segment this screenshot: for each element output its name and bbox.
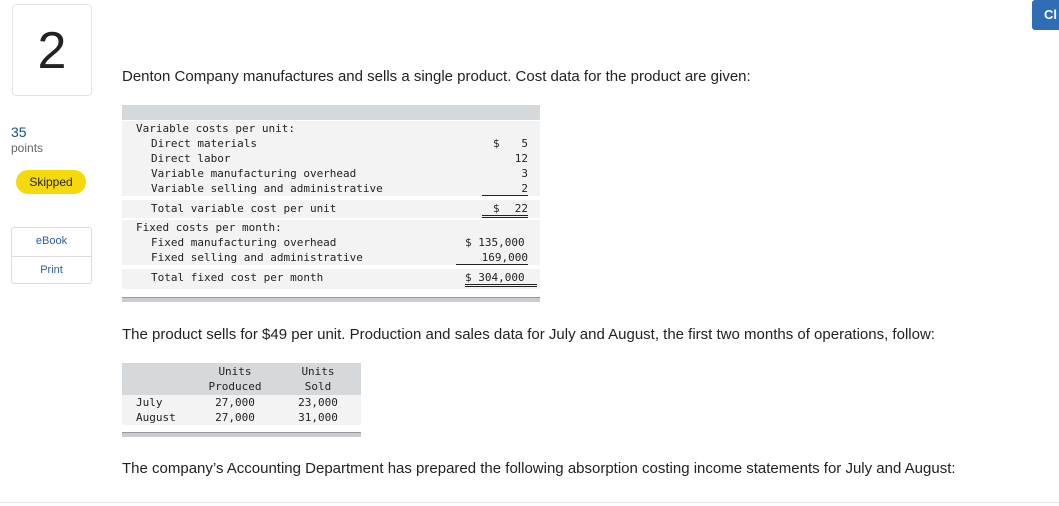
header-cell: Units <box>301 365 335 378</box>
cell: 27,000 <box>215 411 255 424</box>
cell: Total fixed cost per month <box>151 271 324 284</box>
points: 35 <box>11 124 27 140</box>
table-header: Units Produced Units Sold <box>122 363 361 395</box>
table-row: Fixed costs per month: <box>122 220 540 235</box>
cell: 27,000 <box>215 396 255 409</box>
table-row: Total fixed cost per month $ 304,000 <box>122 269 540 289</box>
intro-text: Denton Company manufactures and sells a … <box>122 68 751 85</box>
table-row: Direct materials $5 <box>122 136 540 151</box>
table-footer <box>122 432 361 437</box>
table-row: Total variable cost per unit $22 <box>122 200 540 218</box>
top-button[interactable]: Cl <box>1032 0 1059 30</box>
cell: July <box>136 396 163 409</box>
question-number: 2 <box>12 4 92 96</box>
ebook-link[interactable]: eBook <box>35 235 68 247</box>
cell: 5 <box>521 137 528 150</box>
table-footer <box>122 297 540 302</box>
cell: 3 <box>521 167 528 180</box>
table-row: Direct labor 12 <box>122 151 540 166</box>
tools-panel: eBook Print <box>11 227 92 284</box>
cell: 2 <box>482 181 528 196</box>
print-link[interactable]: Print <box>12 256 91 285</box>
table-row: August 27,000 31,000 <box>122 410 361 425</box>
table-row: Variable costs per unit: <box>122 121 540 136</box>
cell: $ 135,000 <box>465 236 525 249</box>
table-row: Fixed selling and administrative 169,000 <box>122 250 540 265</box>
cell: $ <box>493 202 500 215</box>
cell: Variable manufacturing overhead <box>151 167 357 180</box>
status-badge: Skipped <box>16 170 86 194</box>
cell: 22 <box>482 200 528 218</box>
cell: $ 304,000 <box>465 269 537 287</box>
cell: Direct materials <box>151 137 257 150</box>
cell: Fixed selling and administrative <box>151 251 363 264</box>
table-row: July 27,000 23,000 <box>122 395 361 410</box>
header-cell: Produced <box>208 380 262 393</box>
cell: Total variable cost per unit <box>151 202 337 215</box>
closing-text: The company’s Accounting Department has … <box>122 460 956 477</box>
table-header <box>122 105 540 120</box>
cell: Fixed manufacturing overhead <box>151 236 337 249</box>
cell: 23,000 <box>298 396 338 409</box>
cell: Variable costs per unit: <box>136 122 295 135</box>
header-cell: Sold <box>304 380 332 393</box>
cell: 31,000 <box>298 411 338 424</box>
production-table: Units Produced Units Sold July 27,000 23,0… <box>122 363 361 438</box>
cell: 12 <box>514 152 528 165</box>
cell: Fixed costs per month: <box>136 221 282 234</box>
cell: August <box>136 411 176 424</box>
table-row: Fixed manufacturing overhead $ 135,000 <box>122 235 540 250</box>
header-cell: Units <box>218 365 252 378</box>
cell: 169,000 <box>456 250 528 265</box>
table-row: Variable manufacturing overhead 3 <box>122 166 540 181</box>
cell: Direct labor <box>151 152 231 165</box>
table-row: Variable selling and administrative 2 <box>122 181 540 196</box>
cell: Variable selling and administrative <box>151 182 383 195</box>
cost-table: Variable costs per unit: Direct material… <box>122 105 540 302</box>
sales-text: The product sells for $49 per unit. Prod… <box>122 326 935 343</box>
cell: $ <box>493 137 500 150</box>
divider <box>0 502 1059 503</box>
points-label: points <box>11 141 44 155</box>
